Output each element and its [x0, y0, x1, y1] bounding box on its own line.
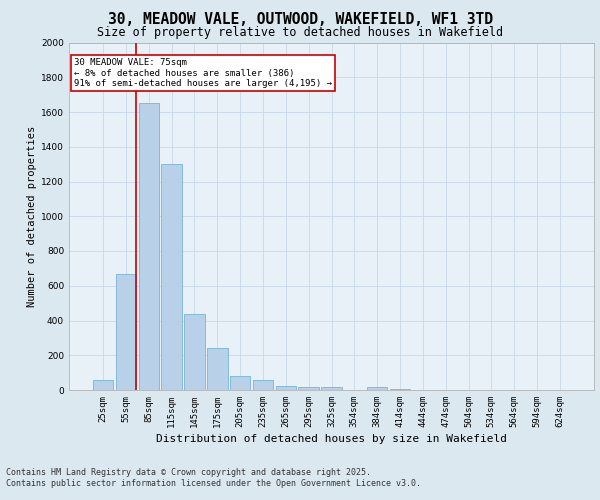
Text: Contains HM Land Registry data © Crown copyright and database right 2025.
Contai: Contains HM Land Registry data © Crown c…: [6, 468, 421, 487]
Bar: [116, 274, 136, 390]
Bar: [93, 380, 113, 390]
Bar: [298, 386, 319, 390]
Bar: [139, 104, 159, 390]
Bar: [275, 386, 296, 390]
Bar: [253, 380, 273, 390]
Text: Size of property relative to detached houses in Wakefield: Size of property relative to detached ho…: [97, 26, 503, 39]
Y-axis label: Number of detached properties: Number of detached properties: [27, 126, 37, 307]
Bar: [367, 387, 388, 390]
Bar: [230, 376, 250, 390]
Bar: [390, 389, 410, 390]
Bar: [161, 164, 182, 390]
Text: 30, MEADOW VALE, OUTWOOD, WAKEFIELD, WF1 3TD: 30, MEADOW VALE, OUTWOOD, WAKEFIELD, WF1…: [107, 12, 493, 28]
Bar: [321, 388, 342, 390]
Text: 30 MEADOW VALE: 75sqm
← 8% of detached houses are smaller (386)
91% of semi-deta: 30 MEADOW VALE: 75sqm ← 8% of detached h…: [74, 58, 332, 88]
Bar: [184, 314, 205, 390]
Bar: [207, 348, 227, 390]
X-axis label: Distribution of detached houses by size in Wakefield: Distribution of detached houses by size …: [156, 434, 507, 444]
